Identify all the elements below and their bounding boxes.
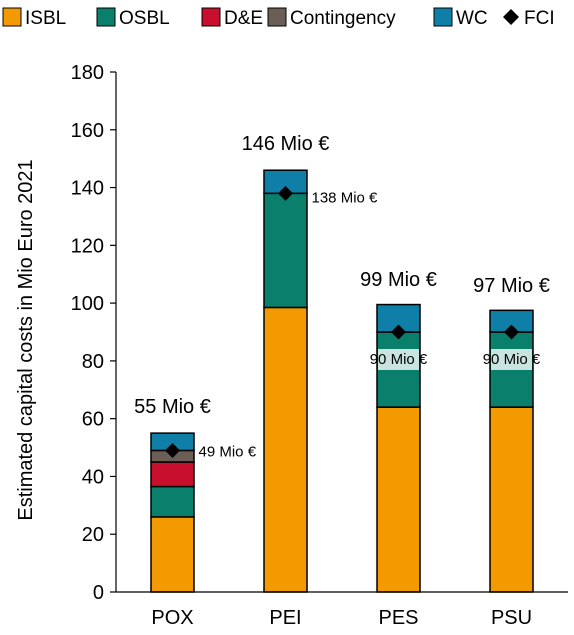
legend-label: D&E — [224, 8, 263, 29]
y-tick-label: 40 — [82, 466, 104, 488]
legend-swatch — [503, 9, 519, 25]
total-label: 146 Mio € — [242, 133, 330, 155]
y-tick-label: 100 — [71, 293, 104, 315]
fci-label: 49 Mio € — [199, 443, 257, 460]
legend-swatch — [96, 7, 116, 27]
bar-segment-osbl — [150, 485, 195, 518]
legend-label: FCI — [524, 8, 555, 29]
x-tick-label: POX — [151, 607, 193, 629]
legend-swatch — [2, 7, 22, 27]
legend-swatch — [267, 7, 287, 27]
y-tick-label: 140 — [71, 178, 104, 200]
bar-segment-isbl — [150, 516, 195, 593]
fci-label: 90 Mio € — [370, 351, 428, 368]
fci-label-backdrop — [491, 349, 532, 370]
legend-label: ISBL — [25, 8, 66, 29]
y-tick-label: 20 — [82, 524, 104, 546]
fci-marker — [391, 324, 406, 340]
legend-label: WC — [456, 8, 488, 29]
total-label: 97 Mio € — [473, 275, 550, 297]
y-tick-label: 120 — [71, 235, 104, 257]
legend: ISBL OSBL D&E Contingency WC FCI — [2, 7, 555, 29]
fci-marker — [504, 324, 519, 340]
y-axis: 0 20 40 60 80 100 120 140 160 180 — [71, 62, 117, 604]
y-tick-label: 80 — [82, 351, 104, 373]
y-tick-label: 60 — [82, 409, 104, 431]
bar-segment-osbl — [263, 192, 308, 309]
y-tick-label: 160 — [71, 120, 104, 142]
bar-segment-isbl — [263, 306, 308, 593]
fci-label-backdrop — [378, 349, 419, 370]
x-tick-label: PSU — [491, 607, 532, 629]
bar-segment-isbl — [489, 406, 534, 593]
legend-swatch — [201, 7, 221, 27]
x-tick-label: PES — [378, 607, 418, 629]
y-tick-label: 180 — [71, 62, 104, 84]
x-tick-label: PEI — [269, 607, 301, 629]
bar-segment-isbl — [376, 406, 421, 593]
legend-swatch — [433, 7, 453, 27]
plot-area: 49 Mio € 138 Mio € 90 Mio € 90 Mio € 55 Mio … — [134, 133, 550, 593]
bar-segment-de — [150, 461, 195, 488]
x-axis: POX PEI PES PSU — [116, 591, 568, 629]
y-tick-label: 0 — [93, 582, 104, 604]
fci-marker — [165, 442, 180, 458]
legend-label: OSBL — [119, 8, 170, 29]
legend-label: Contingency — [290, 8, 396, 29]
total-label: 99 Mio € — [360, 269, 437, 291]
fci-marker — [278, 185, 293, 201]
fci-label: 90 Mio € — [483, 351, 541, 368]
total-label: 55 Mio € — [134, 396, 211, 418]
y-axis-label: Estimated capital costs in Mio Euro 2021 — [15, 159, 37, 520]
fci-label: 138 Mio € — [312, 189, 379, 206]
